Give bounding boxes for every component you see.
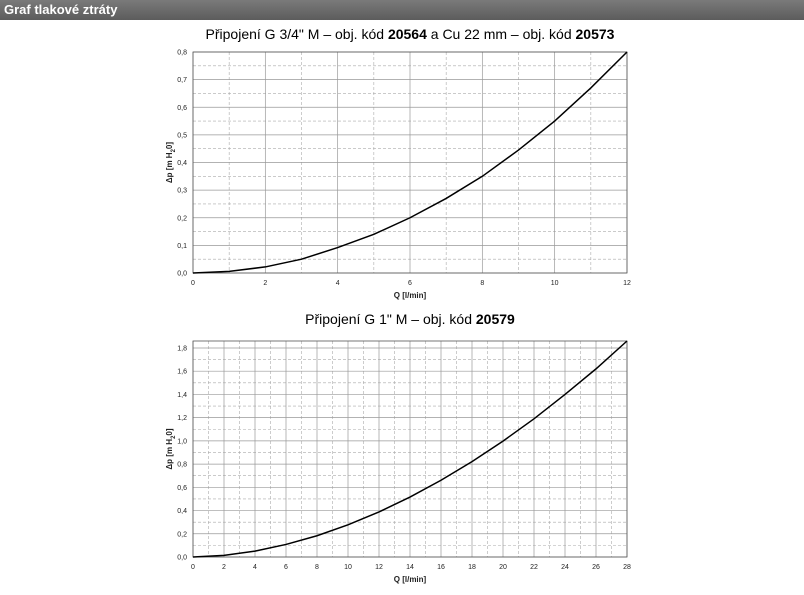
title-part: Připojení G 3/4" M – obj. kód <box>206 26 388 42</box>
x-tick-label: 10 <box>551 280 559 287</box>
x-tick-label: 12 <box>623 280 631 287</box>
chart-title: Připojení G 3/4" M – obj. kód 20564 a Cu… <box>206 26 615 42</box>
y-tick-label: 0,3 <box>177 188 187 195</box>
y-tick-label: 0,5 <box>177 132 187 139</box>
x-tick-label: 2 <box>263 280 267 287</box>
y-tick-label: 0,8 <box>177 462 187 469</box>
title-part: 20573 <box>576 26 615 42</box>
y-tick-label: 0,8 <box>177 50 187 57</box>
x-tick-label: 24 <box>561 564 569 571</box>
y-tick-label: 0,6 <box>177 485 187 492</box>
y-tick-label: 1,6 <box>177 369 187 376</box>
y-label-part: Δp [m H <box>165 152 174 183</box>
title-part: 20564 <box>388 26 427 42</box>
y-axis-label: Δp [m H20] <box>165 142 177 183</box>
x-tick-label: 16 <box>437 564 445 571</box>
y-tick-label: 1,0 <box>177 438 187 445</box>
y-label-part: Δp [m H <box>165 439 174 470</box>
y-tick-label: 0,4 <box>177 160 187 167</box>
x-tick-label: 10 <box>344 564 352 571</box>
x-axis-label: Q [l/min] <box>394 575 427 584</box>
x-tick-label: 8 <box>480 280 484 287</box>
x-tick-label: 26 <box>592 564 600 571</box>
y-tick-label: 0,6 <box>177 105 187 112</box>
y-tick-label: 0,2 <box>177 215 187 222</box>
y-label-part: 0] <box>165 428 174 435</box>
x-tick-label: 6 <box>284 564 288 571</box>
y-tick-label: 0,7 <box>177 77 187 84</box>
y-tick-label: 0,2 <box>177 531 187 538</box>
title-part: 20579 <box>476 311 515 327</box>
x-tick-label: 18 <box>468 564 476 571</box>
y-tick-label: 1,4 <box>177 392 187 399</box>
y-axis-label: Δp [m H20] <box>165 428 177 469</box>
y-label-part: 2 <box>171 148 177 152</box>
data-line <box>192 340 628 558</box>
plot-frame <box>192 51 628 274</box>
data-line <box>192 51 628 274</box>
title-part: Připojení G 1" M – obj. kód <box>305 311 476 327</box>
plot-frame <box>192 340 628 558</box>
x-tick-label: 20 <box>499 564 507 571</box>
x-tick-label: 0 <box>191 564 195 571</box>
x-tick-label: 6 <box>408 280 412 287</box>
chart-title: Připojení G 1" M – obj. kód 20579 <box>305 311 515 327</box>
y-tick-label: 1,8 <box>177 345 187 352</box>
title-part: a Cu 22 mm – obj. kód <box>427 26 576 42</box>
y-tick-label: 0,0 <box>177 555 187 562</box>
x-tick-label: 4 <box>336 280 340 287</box>
x-tick-label: 4 <box>253 564 257 571</box>
x-tick-label: 14 <box>406 564 414 571</box>
x-tick-label: 0 <box>191 280 195 287</box>
y-tick-label: 0,4 <box>177 508 187 515</box>
x-tick-label: 12 <box>375 564 383 571</box>
y-tick-label: 0,1 <box>177 243 187 250</box>
y-label-part: 0] <box>165 142 174 149</box>
x-tick-label: 8 <box>315 564 319 571</box>
x-tick-label: 2 <box>222 564 226 571</box>
x-axis-label: Q [l/min] <box>394 291 427 300</box>
y-tick-label: 0,0 <box>177 271 187 278</box>
y-tick-label: 1,2 <box>177 415 187 422</box>
y-label-part: 2 <box>171 435 177 439</box>
x-tick-label: 28 <box>623 564 631 571</box>
x-tick-label: 22 <box>530 564 538 571</box>
section-header: Graf tlakové ztráty <box>0 0 804 20</box>
